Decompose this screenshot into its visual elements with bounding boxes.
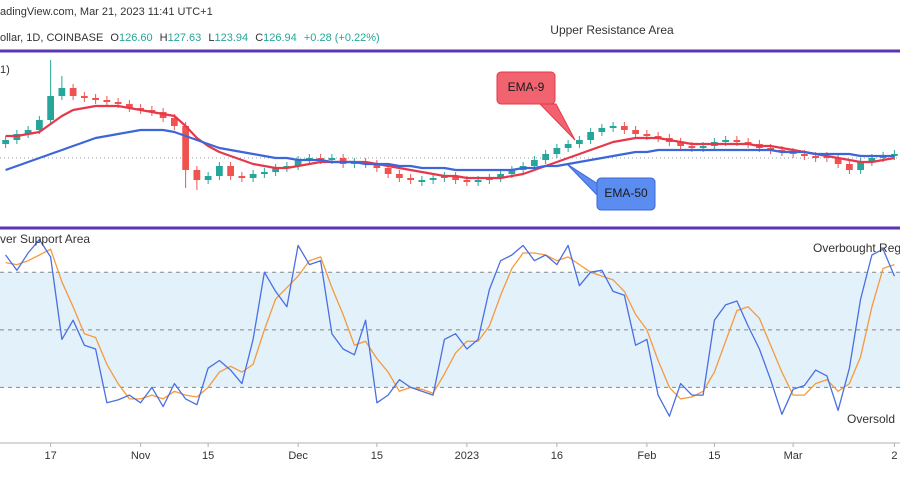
candle-body — [463, 180, 471, 182]
candle-body — [58, 88, 66, 96]
ohlc-key: C — [255, 32, 263, 44]
ohlc-value: 127.63 — [168, 32, 202, 44]
candle-body — [384, 168, 392, 174]
candle-body — [92, 98, 99, 100]
annotation: Oversold — [847, 412, 895, 426]
candle-body — [24, 130, 32, 134]
oscillator-line — [5, 248, 895, 400]
candle-body — [688, 146, 696, 148]
ohlc-key: L — [208, 32, 214, 44]
candle-body — [81, 96, 88, 98]
candle-body — [868, 158, 876, 162]
candle-body — [238, 176, 246, 178]
change: +0.28 (+0.22%) — [304, 32, 380, 44]
candle-body — [857, 162, 864, 170]
candle-body — [204, 176, 212, 180]
candle-body — [452, 176, 459, 180]
candle-body — [328, 158, 336, 160]
candle-body — [2, 140, 9, 144]
annotation: Overbought Reg — [813, 241, 900, 255]
candle-body — [418, 180, 426, 182]
candle-body — [216, 166, 223, 176]
candle-body — [249, 174, 257, 178]
ema-line — [5, 104, 895, 180]
candle-body — [733, 140, 741, 142]
candle-body — [632, 130, 639, 134]
x-tick-label: Nov — [131, 450, 151, 462]
symbol-line: ollar, 1D, COINBASE O126.60 H127.63 L123… — [0, 32, 380, 44]
x-tick-label: 15 — [371, 450, 383, 462]
x-tick-label: Mar — [784, 450, 803, 462]
candle-body — [227, 166, 234, 176]
candle-body — [677, 142, 684, 146]
candle-body — [193, 170, 201, 180]
candle-body — [171, 118, 178, 126]
legend-label: EMA-50 — [604, 186, 648, 200]
candle-body — [497, 174, 504, 178]
candle-body — [36, 120, 43, 130]
candle-body — [564, 144, 572, 148]
candle-body — [396, 174, 403, 178]
candle-body — [272, 168, 279, 172]
candle-body — [69, 88, 77, 96]
symbol: ollar, 1D, COINBASE — [0, 32, 103, 44]
candle-body — [261, 172, 268, 174]
annotation: Upper Resistance Area — [550, 23, 674, 37]
oscillator-line — [5, 238, 895, 417]
candle-body — [722, 140, 729, 142]
candle-body — [812, 156, 819, 158]
candle-body — [643, 134, 651, 136]
x-tick-label: 16 — [551, 450, 563, 462]
candle-body — [508, 170, 516, 174]
candle-body — [834, 158, 842, 164]
candle-body — [103, 100, 111, 102]
candle-body — [114, 102, 122, 104]
candle-body — [801, 154, 808, 156]
candle-body — [407, 178, 414, 180]
candle-body — [182, 126, 189, 170]
annotation: ver Support Area — [0, 232, 90, 246]
x-tick-label: 17 — [45, 450, 57, 462]
candle-body — [429, 178, 437, 180]
ohlc-value: 123.94 — [214, 32, 248, 44]
x-tick-label: Feb — [637, 450, 656, 462]
candle-body — [587, 132, 594, 140]
candle-body — [542, 154, 549, 160]
ohlc-value: 126.60 — [119, 32, 153, 44]
x-tick-label: 15 — [708, 450, 720, 462]
x-tick-label: 2023 — [455, 450, 479, 462]
candle-body — [373, 164, 381, 168]
x-tick-label: 2 — [891, 450, 897, 462]
candle-body — [531, 160, 538, 166]
candle-body — [294, 160, 302, 166]
candle-body — [576, 140, 583, 144]
candle-body — [553, 148, 561, 154]
candle-body — [47, 96, 54, 120]
indicator-label: 1) — [0, 64, 10, 76]
candle-body — [474, 180, 482, 182]
legend-label: EMA-9 — [508, 80, 545, 94]
ohlc-key: H — [160, 32, 168, 44]
candle-body — [621, 126, 628, 130]
candle-body — [846, 164, 853, 170]
x-tick-label: 15 — [202, 450, 214, 462]
candle-body — [699, 146, 707, 148]
candle-body — [126, 104, 133, 108]
ohlc-key: O — [110, 32, 119, 44]
ema-line — [5, 128, 895, 172]
candle-body — [598, 128, 606, 132]
callout-box — [496, 71, 556, 105]
callout-box — [596, 177, 656, 211]
candle-body — [609, 126, 617, 128]
x-tick-label: Dec — [288, 450, 308, 462]
ohlc-value: 126.94 — [263, 32, 297, 44]
source-line: adingView.com, Mar 21, 2023 11:41 UTC+1 — [0, 6, 213, 18]
